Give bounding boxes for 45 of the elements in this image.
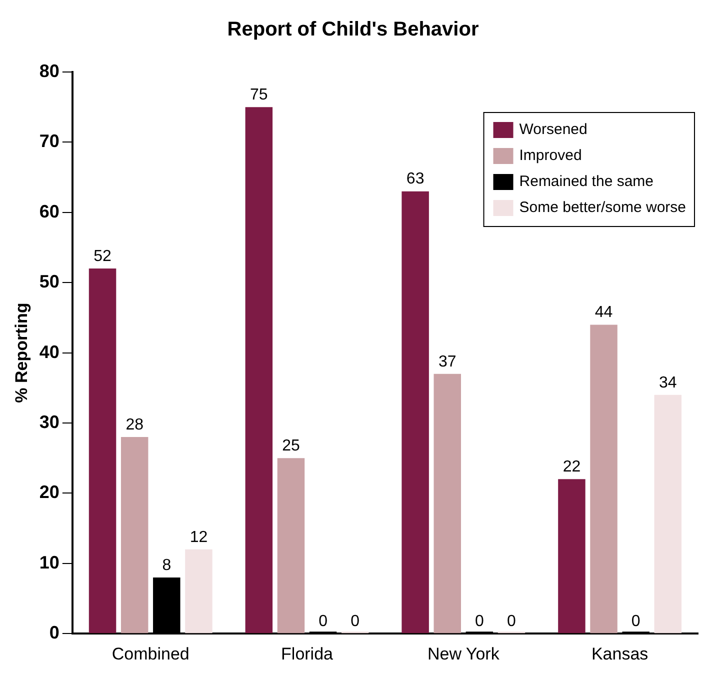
data-label: 22 <box>562 458 581 476</box>
bar <box>434 374 462 634</box>
data-label: 28 <box>126 416 144 434</box>
y-tick-label: 40 <box>39 342 60 362</box>
data-label: 44 <box>594 304 613 322</box>
data-label: 0 <box>507 613 516 630</box>
data-label: 0 <box>350 613 360 630</box>
x-tick-label: Combined <box>112 644 190 664</box>
bar <box>654 394 682 634</box>
data-label: 0 <box>631 613 640 630</box>
data-label: 52 <box>94 248 112 265</box>
x-tick-label: Kansas <box>591 644 648 664</box>
y-tick-label: 80 <box>39 60 60 81</box>
y-tick-label: 30 <box>39 412 60 432</box>
y-tick-label: 0 <box>49 622 60 643</box>
x-tick-label: Florida <box>281 644 334 664</box>
bar <box>590 324 618 634</box>
bar <box>88 268 116 634</box>
bar <box>120 437 148 634</box>
data-label: 0 <box>474 613 484 630</box>
legend-label: Worsened <box>519 121 588 138</box>
bar <box>185 549 212 634</box>
legend-label: Improved <box>519 147 582 164</box>
y-tick-label: 60 <box>39 201 60 222</box>
y-tick-label: 50 <box>39 272 60 292</box>
bar <box>277 458 305 634</box>
data-label: 12 <box>190 528 208 546</box>
bar <box>245 107 273 634</box>
y-tick-label: 10 <box>39 552 60 572</box>
data-label: 34 <box>658 374 677 392</box>
bar <box>402 191 429 634</box>
chart-title: Report of Child's Behavior <box>227 18 479 41</box>
bar <box>558 479 586 634</box>
y-tick-label: 70 <box>39 131 60 152</box>
y-axis-title: % Reporting <box>12 302 31 403</box>
data-label: 75 <box>250 86 268 104</box>
x-tick-label: New York <box>427 644 500 664</box>
legend-label: Some better/some worse <box>519 199 686 216</box>
y-tick-label: 20 <box>39 482 60 502</box>
data-label: 63 <box>406 170 424 188</box>
data-label: 37 <box>438 353 456 370</box>
data-label: 8 <box>162 556 172 574</box>
legend-label: Remained the same <box>519 173 654 190</box>
data-label: 0 <box>318 613 328 630</box>
data-label: 25 <box>282 438 300 455</box>
